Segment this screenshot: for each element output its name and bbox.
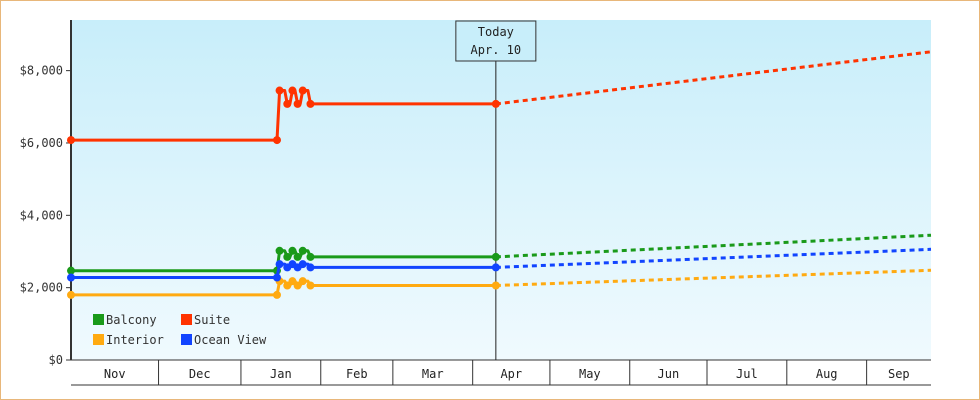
ocean-view-point <box>306 263 315 272</box>
suite-point <box>491 99 500 108</box>
legend-label-interior: Interior <box>106 333 164 347</box>
month-label: Jun <box>658 367 680 381</box>
month-label: Sep <box>888 367 910 381</box>
legend-label-suite: Suite <box>194 313 230 327</box>
suite-point <box>306 99 315 108</box>
balcony-point <box>306 252 315 261</box>
legend-swatch-suite <box>181 314 192 325</box>
month-label: Feb <box>346 367 368 381</box>
ocean-view-point <box>67 273 75 282</box>
today-date: Apr. 10 <box>471 43 522 57</box>
legend-label-ocean-view: Ocean View <box>194 333 267 347</box>
ocean-view-point <box>298 260 307 269</box>
y-tick-label: $6,000 <box>20 136 63 150</box>
suite-forecast-line <box>495 50 932 106</box>
balcony-point <box>293 252 302 261</box>
month-label: Nov <box>104 367 126 381</box>
interior-point <box>491 281 500 290</box>
month-label: Jul <box>736 367 758 381</box>
legend-label-balcony: Balcony <box>106 313 157 327</box>
interior-forecast-line <box>495 268 932 287</box>
month-label: Jan <box>270 367 292 381</box>
balcony-point <box>491 252 500 261</box>
ocean-view-forecast-line <box>495 247 932 269</box>
ocean-view-point <box>272 273 281 282</box>
legend-swatch-balcony <box>93 314 104 325</box>
y-tick-label: $2,000 <box>20 281 63 295</box>
month-label: Apr <box>500 367 522 381</box>
interior-point <box>306 281 315 290</box>
month-label: May <box>579 367 601 381</box>
ocean-view-point <box>491 263 500 272</box>
balcony-point <box>283 252 292 261</box>
interior-point <box>298 277 307 286</box>
suite-point <box>293 99 302 108</box>
month-label: Aug <box>816 367 838 381</box>
legend-swatch-interior <box>93 334 104 345</box>
interior-point <box>272 290 281 299</box>
balcony-point <box>298 246 307 255</box>
balcony-forecast-line <box>495 233 932 259</box>
suite-point <box>272 136 281 145</box>
suite-point <box>67 136 75 145</box>
legend-swatch-ocean-view <box>181 334 192 345</box>
suite-point <box>288 86 297 95</box>
today-label: Today <box>478 25 514 39</box>
month-label: Mar <box>422 367 444 381</box>
month-label: Dec <box>189 367 211 381</box>
y-tick-label: $8,000 <box>20 64 63 78</box>
suite-point <box>298 86 307 95</box>
today-box <box>455 20 537 62</box>
y-tick-label: $4,000 <box>20 208 63 222</box>
interior-point <box>67 290 75 299</box>
balcony-point <box>288 246 297 255</box>
balcony-point <box>67 266 75 275</box>
plot-area <box>71 20 931 360</box>
suite-point <box>275 86 284 95</box>
ocean-view-point <box>275 260 284 269</box>
balcony-point <box>275 246 284 255</box>
suite-point <box>283 99 292 108</box>
y-tick-label: $0 <box>49 353 63 367</box>
